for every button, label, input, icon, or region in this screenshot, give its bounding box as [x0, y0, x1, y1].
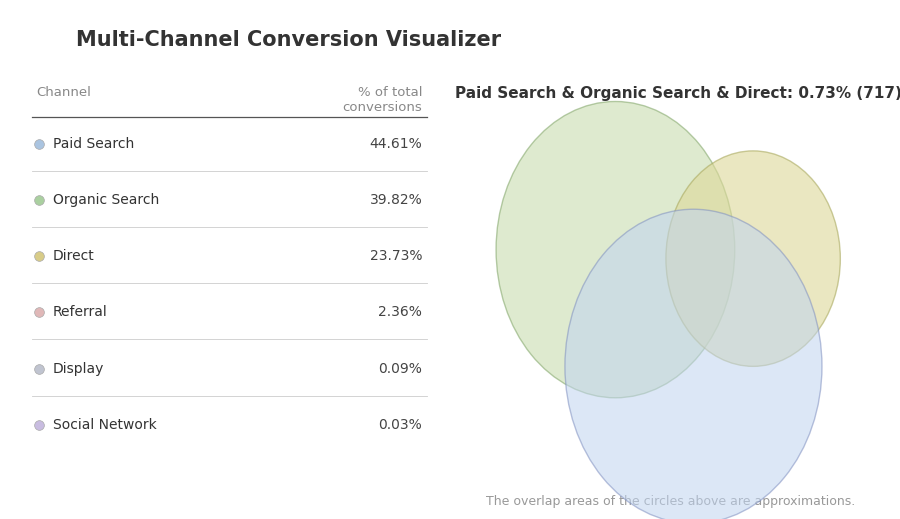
Text: 23.73%: 23.73% — [370, 249, 422, 263]
Text: 0.03%: 0.03% — [379, 418, 422, 432]
Text: Organic Search: Organic Search — [53, 193, 159, 207]
Text: The overlap areas of the circles above are approximations.: The overlap areas of the circles above a… — [486, 495, 855, 508]
Text: % of total
conversions: % of total conversions — [343, 86, 422, 114]
Text: Channel: Channel — [37, 86, 92, 99]
Text: Social Network: Social Network — [53, 418, 157, 432]
Text: Direct: Direct — [53, 249, 94, 263]
Text: Display: Display — [53, 362, 104, 376]
Text: 2.36%: 2.36% — [378, 306, 422, 320]
Text: Paid Search: Paid Search — [53, 137, 134, 151]
Text: 44.61%: 44.61% — [370, 137, 422, 151]
Text: 0.09%: 0.09% — [378, 362, 422, 376]
Ellipse shape — [666, 151, 841, 366]
Text: Referral: Referral — [53, 306, 107, 320]
Text: 39.82%: 39.82% — [370, 193, 422, 207]
Text: Paid Search & Organic Search & Direct: 0.73% (717): Paid Search & Organic Search & Direct: 0… — [454, 86, 900, 101]
Ellipse shape — [565, 209, 822, 519]
Ellipse shape — [496, 102, 734, 398]
Text: Multi-Channel Conversion Visualizer: Multi-Channel Conversion Visualizer — [76, 30, 501, 50]
